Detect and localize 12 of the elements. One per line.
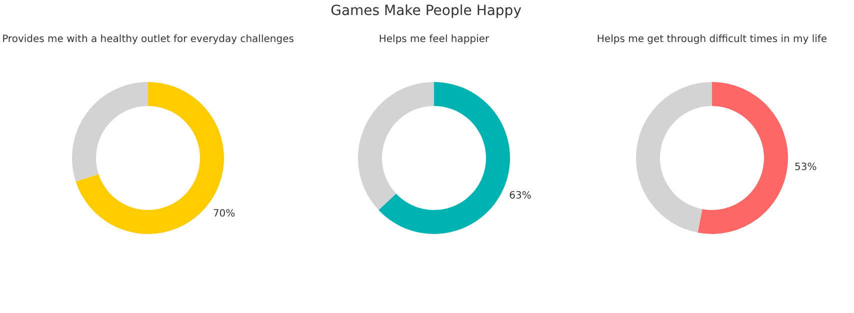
chart-subtitle: Helps me get through difficult times in my life	[596, 34, 828, 45]
data-label: 53%	[794, 162, 817, 173]
donut-slice	[72, 82, 148, 182]
data-label: 70%	[212, 208, 236, 220]
chart-subtitle: Provides me with a healthy outlet for everyday challenges	[2, 34, 294, 45]
chart-title: Games Make People Happy	[330, 3, 522, 19]
donut-slice	[358, 82, 434, 210]
donut-slice	[378, 82, 510, 234]
data-label: 63%	[509, 190, 532, 202]
donut-slice	[698, 82, 788, 234]
chart-subtitle: Helps me feel happier	[378, 34, 490, 45]
donut-slice	[636, 82, 712, 233]
